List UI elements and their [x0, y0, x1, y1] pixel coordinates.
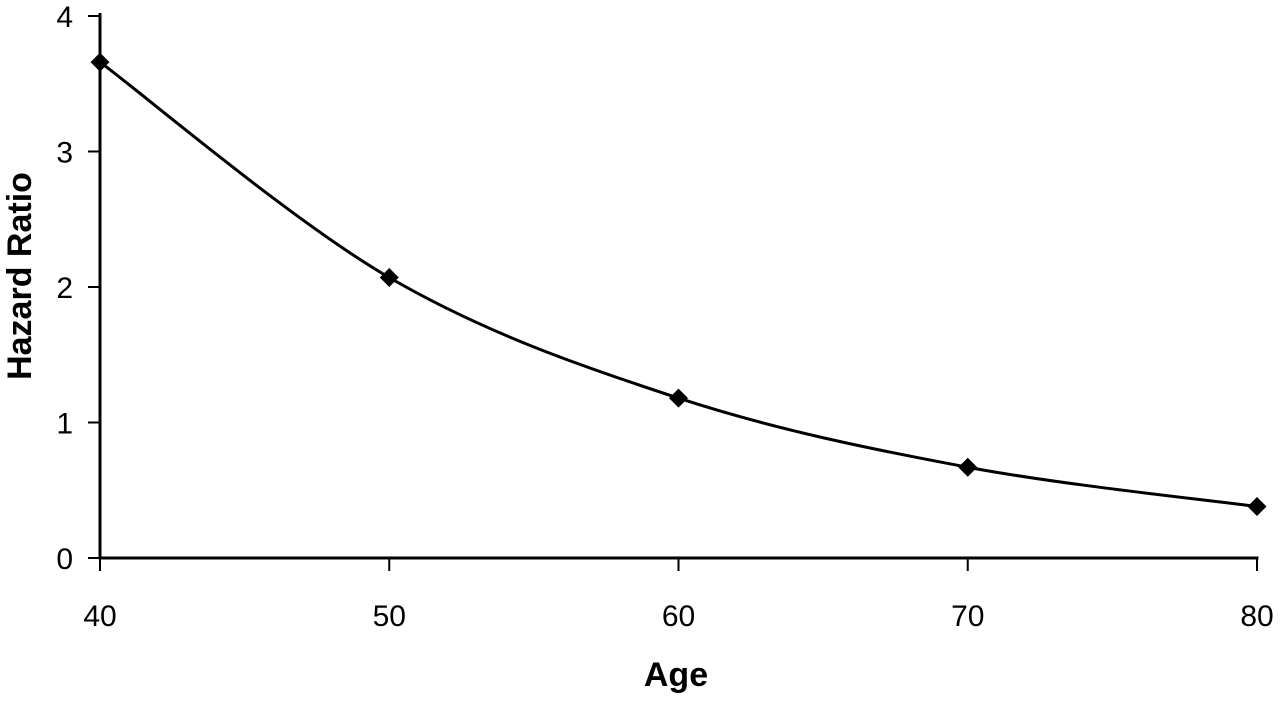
y-tick-label: 4 [56, 1, 73, 34]
data-point-marker [958, 457, 978, 477]
y-axis-title: Hazard Ratio [1, 172, 39, 380]
x-tick-label: 40 [83, 600, 116, 633]
data-point-marker [669, 388, 688, 408]
x-tick-label: 60 [662, 600, 695, 633]
y-tick-label: 0 [56, 543, 73, 576]
y-tick-label: 3 [56, 137, 73, 170]
data-point-marker [379, 268, 399, 288]
series-line [99, 60, 1258, 508]
y-tick-label: 2 [56, 272, 73, 305]
y-tick-label: 1 [56, 408, 73, 441]
x-tick-label: 70 [951, 600, 984, 633]
x-tick-label: 50 [373, 600, 406, 633]
data-point-marker [90, 52, 110, 72]
data-point-marker [1247, 497, 1267, 517]
x-tick-label: 80 [1240, 600, 1273, 633]
x-axis-title: Age [643, 656, 709, 694]
